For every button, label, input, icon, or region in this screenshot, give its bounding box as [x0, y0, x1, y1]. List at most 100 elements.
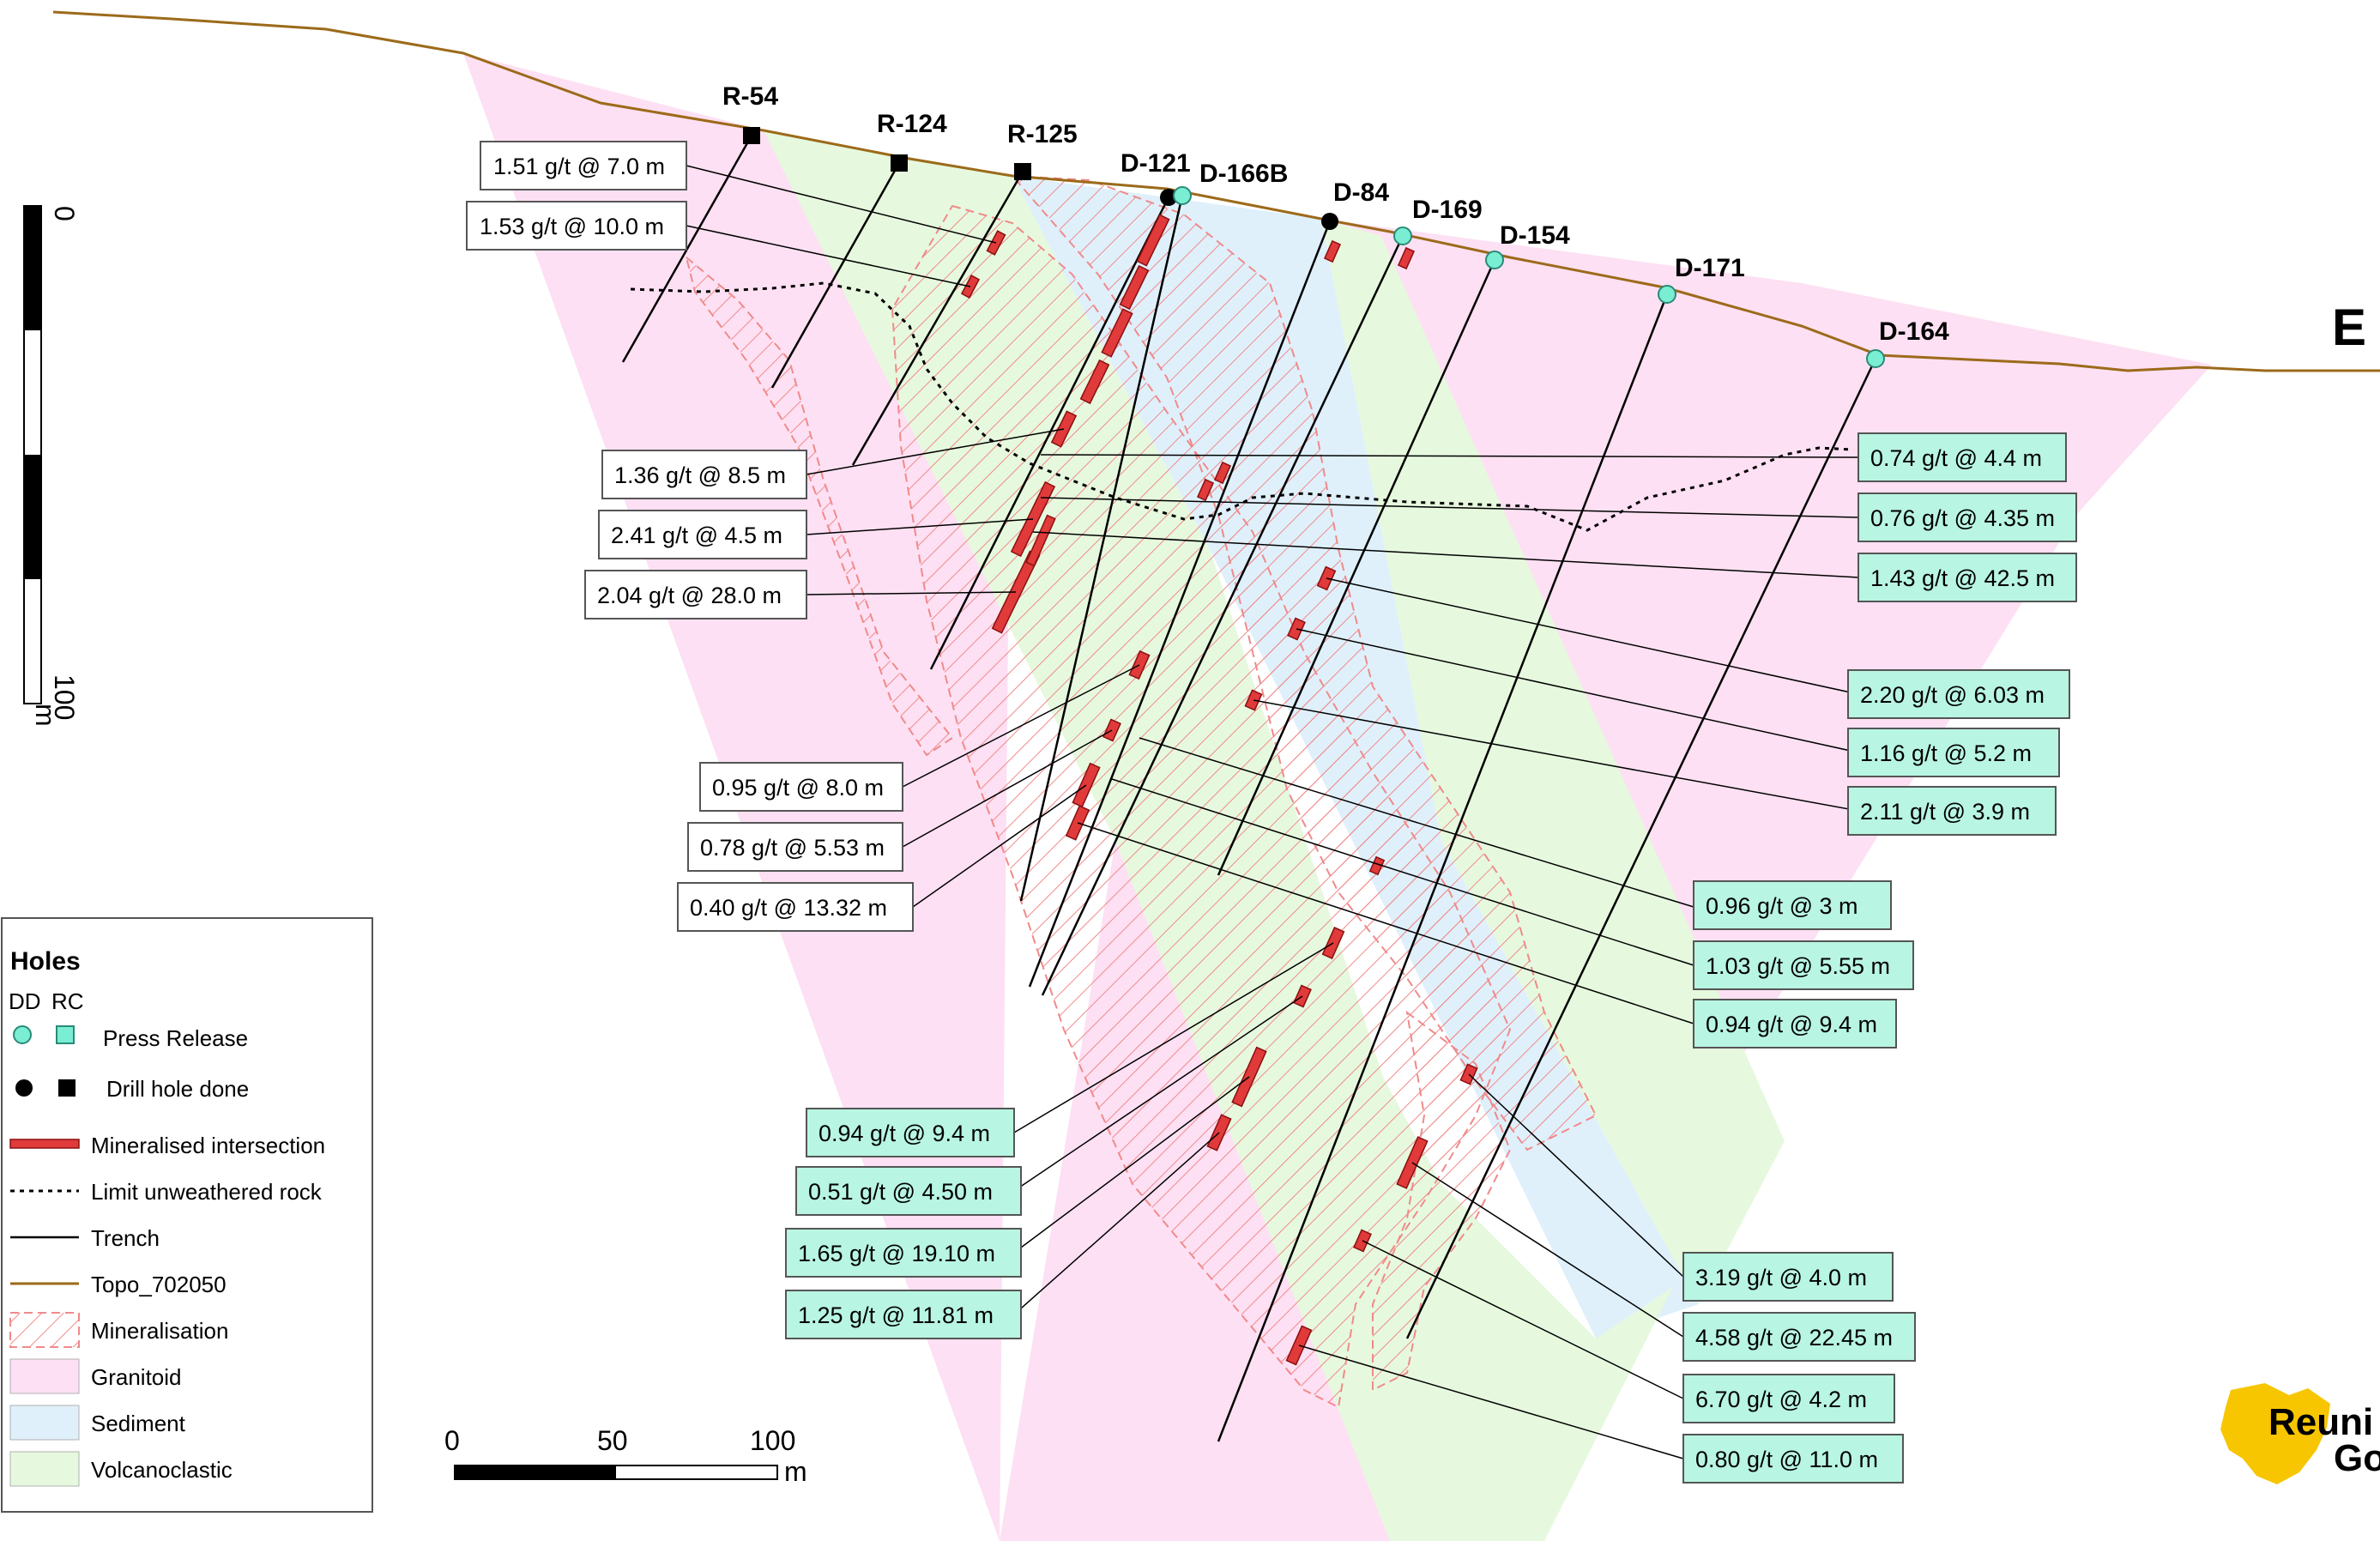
- hole-label-d-166b: D-166B: [1199, 160, 1288, 188]
- intercept-label[interactable]: 2.04 g/t @ 28.0 m: [584, 570, 807, 619]
- intercept-label[interactable]: 1.51 g/t @ 7.0 m: [480, 141, 687, 190]
- intercept-label[interactable]: 0.40 g/t @ 13.32 m: [677, 882, 914, 932]
- collar-d-166b[interactable]: [1173, 186, 1192, 205]
- intercept-label-release[interactable]: 1.03 g/t @ 5.55 m: [1693, 940, 1914, 990]
- intercept-label[interactable]: 1.36 g/t @ 8.5 m: [601, 450, 807, 499]
- legend: Holes DD RC Press Release Drill hole don…: [1, 917, 373, 1513]
- intercept-label-release[interactable]: 1.16 g/t @ 5.2 m: [1847, 728, 2060, 777]
- intercept-label-release[interactable]: 1.43 g/t @ 42.5 m: [1857, 553, 2077, 602]
- intercept-label-release[interactable]: 0.80 g/t @ 11.0 m: [1682, 1434, 1904, 1484]
- hscale-unit: m: [784, 1456, 807, 1487]
- sediment-symbol: [9, 1405, 80, 1441]
- logo-line-1: Reuni: [2268, 1401, 2373, 1443]
- svg-text:0.51 g/t @ 4.50 m: 0.51 g/t @ 4.50 m: [808, 1179, 993, 1205]
- leader: [902, 729, 1113, 848]
- svg-text:3.19 g/t @ 4.0 m: 3.19 g/t @ 4.0 m: [1695, 1265, 1867, 1290]
- collar-d-84[interactable]: [1321, 213, 1338, 230]
- legend-granitoid: Granitoid: [91, 1364, 182, 1390]
- drill-done-rc-symbol: [58, 1079, 76, 1097]
- legend-col-rc: RC: [51, 988, 84, 1014]
- svg-text:0.94 g/t @ 9.4 m: 0.94 g/t @ 9.4 m: [819, 1121, 990, 1146]
- press-release-rc-symbol: [56, 1025, 75, 1044]
- vscale-top: 0: [49, 206, 80, 221]
- intercept-label-release[interactable]: 1.65 g/t @ 19.10 m: [785, 1228, 1022, 1278]
- leader: [902, 664, 1140, 788]
- trace-d-166b: [1019, 195, 1184, 902]
- granitoid-symbol: [9, 1358, 80, 1394]
- leader: [806, 428, 1065, 475]
- collar-r-125[interactable]: [1014, 163, 1031, 180]
- svg-text:0.80 g/t @ 11.0 m: 0.80 g/t @ 11.0 m: [1695, 1447, 1878, 1472]
- collars: [743, 127, 1885, 368]
- intercept-label-release[interactable]: 0.51 g/t @ 4.50 m: [795, 1166, 1022, 1216]
- hole-labels: R-54 R-124 R-125 D-121 D-166B D-84 D-169…: [722, 82, 1949, 346]
- intercept-label[interactable]: 0.78 g/t @ 5.53 m: [687, 822, 903, 872]
- intercept-label-release[interactable]: 0.76 g/t @ 4.35 m: [1857, 493, 2077, 542]
- svg-text:0.95 g/t @ 8.0 m: 0.95 g/t @ 8.0 m: [712, 775, 884, 801]
- legend-col-dd: DD: [9, 988, 41, 1014]
- intercept-label-release[interactable]: 3.19 g/t @ 4.0 m: [1682, 1252, 1894, 1302]
- trace-r-124: [770, 162, 901, 389]
- press-release-dd-symbol: [13, 1025, 32, 1044]
- collar-r-124[interactable]: [891, 154, 908, 172]
- vertical-scale-bar: 0 100 m: [23, 205, 80, 727]
- collar-d-154[interactable]: [1485, 251, 1504, 269]
- leader: [912, 784, 1087, 908]
- intercept-label[interactable]: 0.95 g/t @ 8.0 m: [699, 762, 903, 812]
- collar-r-54[interactable]: [743, 127, 760, 144]
- intercept-label-release[interactable]: 1.25 g/t @ 11.81 m: [785, 1290, 1022, 1339]
- trace-d-84: [1028, 221, 1332, 988]
- trace-d-164: [1405, 358, 1877, 1339]
- leader: [1040, 454, 1859, 458]
- hole-label-d-171: D-171: [1675, 254, 1745, 282]
- svg-text:4.58 g/t @ 22.45 m: 4.58 g/t @ 22.45 m: [1695, 1325, 1893, 1351]
- intercept-label-release[interactable]: 0.94 g/t @ 9.4 m: [806, 1108, 1015, 1157]
- legend-limit-unweathered: Limit unweathered rock: [91, 1179, 323, 1205]
- leader: [1013, 942, 1334, 1133]
- leader-lines: [686, 165, 1859, 1459]
- intercept-label-release[interactable]: 2.11 g/t @ 3.9 m: [1847, 786, 2057, 836]
- intercept-label-release[interactable]: 6.70 g/t @ 4.2 m: [1682, 1374, 1895, 1423]
- intercept-labels-left: 1.51 g/t @ 7.0 m 1.53 g/t @ 10.0 m 1.36 …: [466, 141, 914, 932]
- leader: [806, 591, 1017, 595]
- hscale-tick-100: 100: [750, 1425, 795, 1456]
- intercept-label-release[interactable]: 2.20 g/t @ 6.03 m: [1847, 669, 2070, 719]
- svg-text:2.04 g/t @ 28.0 m: 2.04 g/t @ 28.0 m: [597, 583, 782, 608]
- intercept-label-release[interactable]: 0.94 g/t @ 9.4 m: [1693, 999, 1897, 1048]
- leader: [1253, 699, 1859, 812]
- intercept-label-release[interactable]: 0.74 g/t @ 4.4 m: [1857, 432, 2067, 482]
- leader: [1411, 1162, 1684, 1338]
- collar-d-164[interactable]: [1866, 349, 1885, 368]
- svg-text:1.51 g/t @ 7.0 m: 1.51 g/t @ 7.0 m: [493, 154, 665, 179]
- leader: [1111, 778, 1694, 966]
- intersection: [1025, 514, 1056, 567]
- intercept-label[interactable]: 2.41 g/t @ 4.5 m: [598, 510, 807, 559]
- leader: [1362, 1240, 1684, 1399]
- svg-text:2.20 g/t @ 6.03 m: 2.20 g/t @ 6.03 m: [1860, 682, 2045, 708]
- logo-mark: [2220, 1383, 2330, 1484]
- legend-mineralised-intersection: Mineralised intersection: [91, 1133, 325, 1158]
- leader: [1468, 1073, 1684, 1278]
- intercept-label-release[interactable]: 0.96 g/t @ 3 m: [1693, 880, 1892, 930]
- collar-d-169[interactable]: [1393, 227, 1412, 245]
- leader: [686, 165, 997, 244]
- intercept-label-release[interactable]: 4.58 g/t @ 22.45 m: [1682, 1312, 1916, 1362]
- collar-d-121[interactable]: [1160, 189, 1177, 206]
- company-logo: Reuni Go: [2220, 1383, 2380, 1484]
- svg-text:0.76 g/t @ 4.35 m: 0.76 g/t @ 4.35 m: [1870, 505, 2055, 531]
- intercept-label[interactable]: 1.53 g/t @ 10.0 m: [466, 201, 687, 251]
- leader: [1013, 1076, 1250, 1254]
- intersection: [1196, 478, 1215, 502]
- collar-d-171[interactable]: [1658, 285, 1676, 304]
- svg-text:0.96 g/t @ 3 m: 0.96 g/t @ 3 m: [1706, 893, 1858, 919]
- svg-text:0.40 g/t @ 13.32 m: 0.40 g/t @ 13.32 m: [690, 895, 887, 921]
- trace-r-125: [851, 171, 1024, 466]
- trace-d-154: [1217, 259, 1496, 876]
- hole-label-d-121: D-121: [1121, 149, 1191, 178]
- leader: [806, 518, 1034, 535]
- unweathered-limit: [630, 281, 1854, 532]
- drill-done-dd-symbol: [15, 1079, 33, 1097]
- topo-line: [52, 10, 2380, 372]
- section-end-label: E: [2332, 299, 2366, 356]
